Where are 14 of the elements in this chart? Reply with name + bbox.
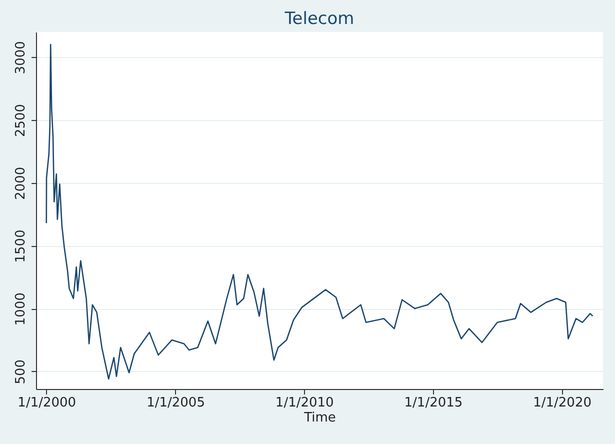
x-tick-label: 1/1/2010	[275, 396, 334, 410]
x-tick-label: 1/1/2015	[404, 396, 463, 410]
x-tick-label: 1/1/2005	[146, 396, 205, 410]
y-tick-label: 1500	[14, 230, 28, 263]
y-tick-label: 500	[14, 359, 28, 384]
y-tick-label: 1000	[14, 292, 28, 326]
x-tick-label: 1/1/2000	[18, 396, 76, 410]
line-series	[46, 44, 594, 380]
y-tick-label: 2000	[14, 166, 28, 200]
y-tick-label: 3000	[14, 41, 28, 74]
y-tick-label: 2500	[14, 104, 28, 138]
x-tick-label: 1/1/2020	[533, 396, 592, 410]
chart-title: Telecom	[284, 9, 354, 29]
x-axis-title: Time	[303, 410, 336, 426]
